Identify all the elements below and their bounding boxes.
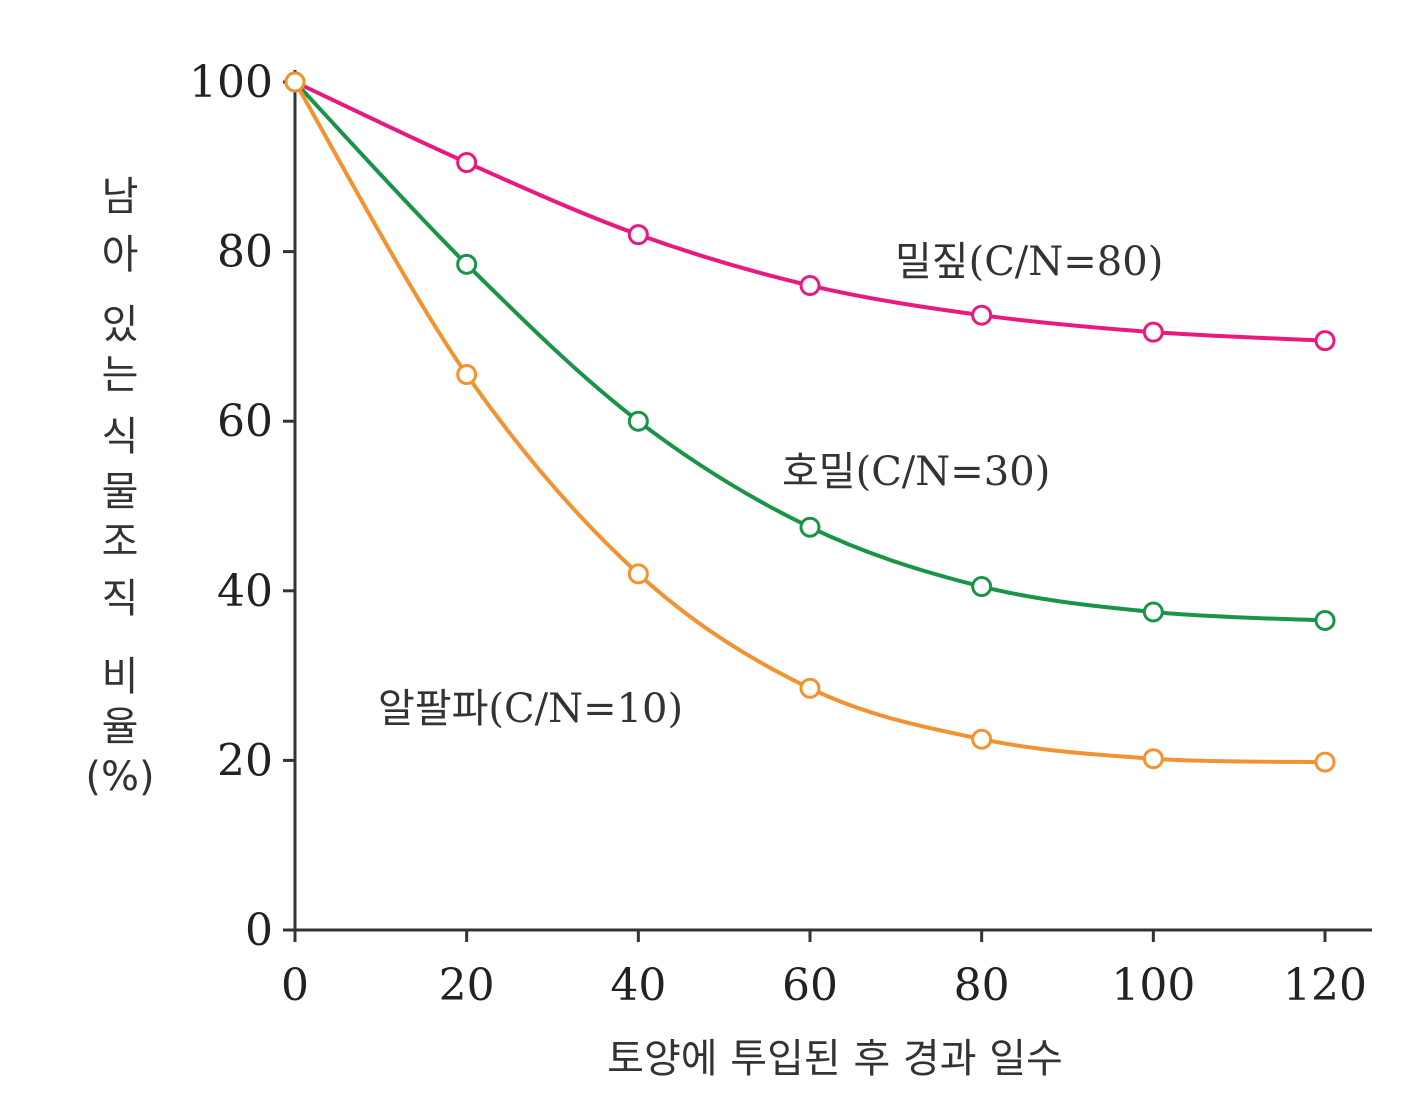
data-point (456, 364, 478, 386)
data-point (1314, 330, 1336, 352)
data-point (284, 71, 306, 93)
y-axis-title-char: 물 (102, 469, 139, 515)
data-point (971, 304, 993, 326)
data-point (799, 516, 821, 538)
y-axis-title-char: (%) (85, 754, 154, 800)
data-point (1314, 609, 1336, 631)
series-label: 호밀(C/N=30) (782, 449, 1050, 495)
series-lines (293, 80, 1326, 765)
x-tick-label: 60 (782, 960, 838, 1011)
y-tick-label: 20 (217, 735, 273, 786)
y-axis-title-char: 남 (102, 174, 139, 220)
data-point (627, 563, 649, 585)
series-label: 밀짚(C/N=80) (895, 239, 1163, 285)
series-points (284, 71, 1336, 773)
series-line (294, 80, 1326, 343)
ticks: 0 20 40 60 80 100 0 20 40 60 80 100 120 (189, 57, 1367, 1011)
y-tick-label: 100 (189, 57, 273, 108)
data-point (971, 728, 993, 750)
x-tick-label: 120 (1283, 960, 1367, 1011)
y-axis-title-char: 직 (102, 576, 139, 622)
x-tick-label: 100 (1111, 960, 1195, 1011)
data-point (627, 224, 649, 246)
x-tick-label: 80 (954, 960, 1010, 1011)
y-tick-label: 60 (217, 396, 273, 447)
y-axis-title-char: 율 (102, 704, 139, 750)
data-point (799, 275, 821, 297)
y-axis-title-char: 조 (102, 519, 139, 565)
y-tick-label: 80 (217, 227, 273, 278)
y-axis-title-char: 아 (102, 232, 139, 278)
series-line (293, 80, 1326, 765)
data-point (1142, 601, 1164, 623)
data-point (971, 576, 993, 598)
x-axis-title: 토양에 투입된 후 경과 일수 (607, 1036, 1063, 1082)
data-point (456, 152, 478, 174)
y-tick-label: 40 (217, 566, 273, 617)
data-point (456, 253, 478, 275)
y-axis-title-char: 는 (102, 352, 139, 398)
y-axis-title-char: 있 (102, 302, 139, 348)
data-point (799, 677, 821, 699)
x-tick-label: 40 (610, 960, 666, 1011)
y-axis-title-char: 비 (102, 654, 139, 700)
series-labels: 밀짚(C/N=80) 호밀(C/N=30) 알팔파(C/N=10) (378, 239, 1163, 732)
data-point (1142, 748, 1164, 770)
data-point (1142, 321, 1164, 343)
x-tick-label: 20 (439, 960, 495, 1011)
x-tick-label: 0 (281, 960, 309, 1011)
data-point (627, 410, 649, 432)
data-point (1314, 751, 1336, 773)
y-axis-title-char: 식 (102, 414, 139, 460)
y-tick-label: 0 (245, 905, 273, 956)
series-label: 알팔파(C/N=10) (378, 686, 683, 732)
axes (293, 70, 1372, 932)
